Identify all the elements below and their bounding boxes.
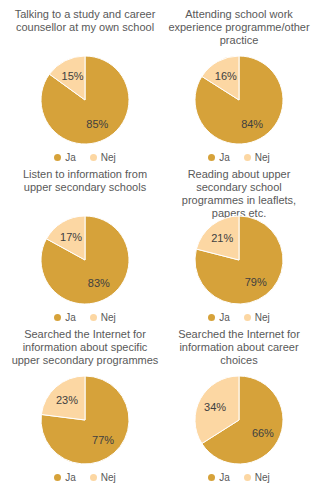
html-text:Nej: Nej [254, 471, 270, 483]
html-text:Nej: Nej [100, 151, 116, 163]
html-text:Nej: Nej [254, 311, 270, 323]
html-text:Ja: Ja [65, 311, 76, 323]
svg-text:23%: 23% [56, 394, 78, 406]
svg-text:21%: 21% [211, 232, 233, 244]
html-text:Searched the Internet for info: Searched the Internet for information ab… [178, 328, 300, 366]
html-text:Ja: Ja [219, 471, 230, 483]
html-text:Listen to information from upp: Listen to information from upper seconda… [22, 168, 148, 193]
html-text:Nej: Nej [100, 471, 116, 483]
svg-text:34%: 34% [204, 401, 226, 413]
html-text:Ja: Ja [219, 151, 230, 163]
svg-text:15%: 15% [62, 70, 84, 82]
svg-text:85%: 85% [86, 118, 108, 130]
html-text:Talking to a study and career: Talking to a study and career counsellor… [14, 8, 156, 33]
html-text:Reading about upper secondary: Reading about upper secondary school pro… [181, 168, 297, 219]
svg-text:79%: 79% [245, 276, 267, 288]
html-text:Ja: Ja [65, 471, 76, 483]
svg-text:83%: 83% [88, 277, 110, 289]
html-text:Ja: Ja [65, 151, 76, 163]
svg-text:77%: 77% [92, 434, 114, 446]
svg-text:66%: 66% [252, 427, 274, 439]
html-text:Nej: Nej [254, 151, 270, 163]
html-text:Searched the Internet for info: Searched the Internet for information ab… [11, 328, 159, 366]
html-text:Attending school work experien: Attending school work experience program… [168, 8, 310, 46]
svg-text:16%: 16% [215, 70, 237, 82]
svg-text:84%: 84% [241, 118, 263, 130]
html-text:Nej: Nej [100, 311, 116, 323]
svg-text:17%: 17% [60, 231, 82, 243]
html-text:Ja: Ja [219, 311, 230, 323]
